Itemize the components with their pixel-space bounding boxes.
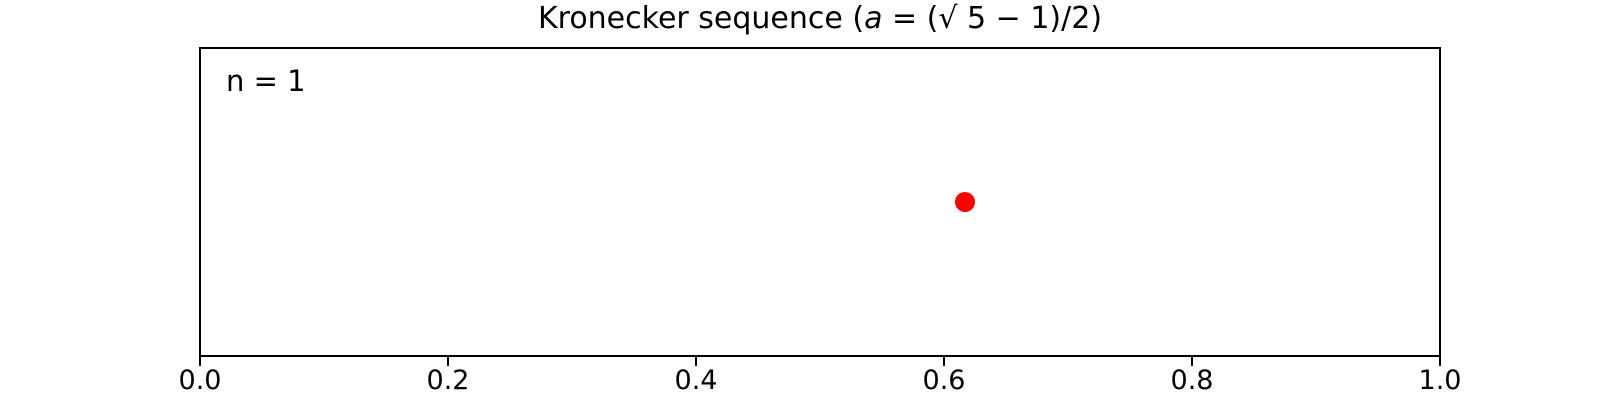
- x-tick-mark-0.2: [447, 357, 449, 366]
- plot-area: [199, 47, 1441, 357]
- scatter-data-point: [955, 192, 975, 212]
- x-tick-label-0.0: 0.0: [178, 365, 222, 396]
- n-annotation: n = 1: [226, 64, 306, 98]
- x-tick-label-0.4: 0.4: [674, 365, 718, 396]
- x-tick-mark-0.4: [695, 357, 697, 366]
- chart-title: Kronecker sequence (a = (√ 5 − 1)/2): [200, 1, 1440, 37]
- x-tick-label-0.2: 0.2: [426, 365, 470, 396]
- chart-title-variable-a: a: [864, 1, 883, 36]
- x-tick-label-0.8: 0.8: [1170, 365, 1214, 396]
- chart-title-suffix: = (√ 5 − 1)/2): [882, 1, 1103, 36]
- x-tick-mark-0.6: [943, 357, 945, 366]
- chart-title-prefix: Kronecker sequence (: [537, 1, 865, 36]
- x-tick-label-0.6: 0.6: [922, 365, 966, 396]
- x-tick-mark-0.8: [1191, 357, 1193, 366]
- x-tick-mark-0.0: [199, 357, 201, 366]
- x-tick-mark-1.0: [1439, 357, 1441, 366]
- x-tick-label-1.0: 1.0: [1418, 365, 1462, 396]
